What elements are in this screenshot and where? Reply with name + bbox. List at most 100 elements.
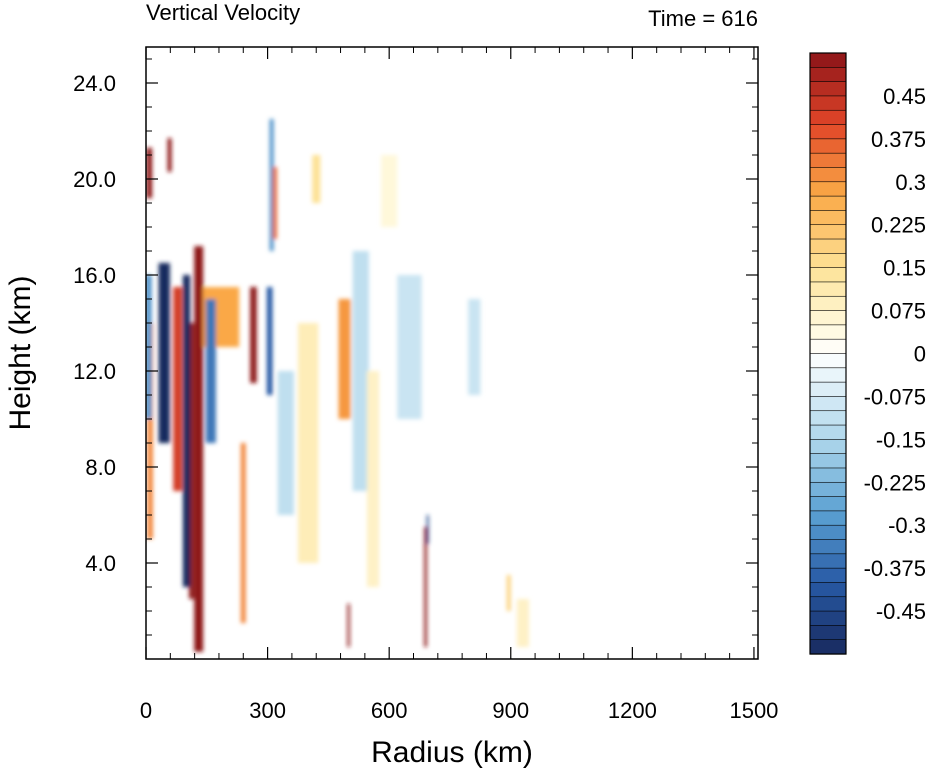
colorbar-swatch bbox=[809, 367, 847, 383]
colorbar-swatch bbox=[809, 610, 847, 626]
heatmap-cell bbox=[352, 251, 369, 491]
colorbar-swatch bbox=[809, 267, 847, 283]
x-tick-label: 1200 bbox=[608, 698, 657, 723]
x-tick-label: 900 bbox=[492, 698, 529, 723]
minor-ticks bbox=[146, 47, 758, 659]
y-tick-label: 12.0 bbox=[73, 359, 116, 384]
heatmap-cell bbox=[277, 371, 294, 515]
heatmap-cell bbox=[338, 299, 351, 419]
colorbar-swatch bbox=[809, 625, 847, 641]
colorbar-frame bbox=[809, 52, 847, 655]
colorbar-swatch bbox=[809, 295, 847, 312]
colorbar-label: -0.075 bbox=[864, 384, 926, 409]
x-axis: 0 300 600 900 1200 1500 bbox=[140, 47, 778, 723]
colorbar-swatch bbox=[809, 410, 847, 426]
colorbar: 0.45 0.375 0.3 0.225 0.15 0.075 0 -0.075 -0.15 -0… bbox=[809, 52, 926, 655]
colorbar-swatch bbox=[809, 253, 847, 269]
heatmap-cell bbox=[381, 155, 398, 227]
colorbar-swatch bbox=[809, 52, 847, 68]
heatmap-cell bbox=[426, 515, 429, 544]
colorbar-label: -0.15 bbox=[876, 427, 926, 452]
colorbar-swatch bbox=[809, 396, 847, 412]
y-axis: 4.0 8.0 12.0 16.0 20.0 24.0 bbox=[73, 71, 758, 576]
heatmap-cell bbox=[146, 147, 153, 199]
colorbar-swatch bbox=[809, 582, 847, 598]
x-tick-label: 300 bbox=[249, 698, 286, 723]
heatmap-cell bbox=[189, 323, 194, 599]
colorbar-swatch bbox=[809, 67, 847, 83]
colorbar-swatch bbox=[809, 210, 847, 226]
colorbar-label: 0.225 bbox=[871, 213, 926, 238]
colorbar-swatch bbox=[809, 324, 847, 340]
x-tick-label: 600 bbox=[371, 698, 408, 723]
y-tick-label: 8.0 bbox=[85, 455, 116, 480]
colorbar-swatch bbox=[809, 224, 847, 240]
heatmap-cell bbox=[468, 299, 481, 395]
colorbar-label: 0.375 bbox=[871, 127, 926, 152]
colorbar-swatch bbox=[809, 109, 847, 126]
colorbar-swatch bbox=[809, 510, 847, 526]
colorbar-swatch bbox=[809, 238, 847, 254]
colorbar-swatch bbox=[809, 553, 847, 569]
colorbar-swatch bbox=[809, 381, 847, 398]
x-tick-label: 1500 bbox=[729, 698, 778, 723]
heatmap-plot bbox=[145, 46, 759, 660]
heatmap-cell bbox=[240, 443, 246, 623]
heatmap-cells bbox=[146, 119, 529, 652]
heatmap-cell bbox=[266, 287, 273, 395]
heatmap-cell bbox=[424, 527, 427, 647]
colorbar-swatch bbox=[809, 539, 847, 555]
heatmap-cell bbox=[269, 119, 274, 251]
colorbar-swatch bbox=[809, 596, 847, 612]
colorbar-swatch bbox=[809, 424, 847, 440]
colorbar-swatch bbox=[809, 639, 847, 655]
colorbar-swatch bbox=[809, 338, 847, 355]
colorbar-swatch bbox=[809, 167, 847, 183]
colorbar-swatch bbox=[809, 467, 847, 483]
heatmap-cell bbox=[182, 275, 191, 587]
x-tick-label: 0 bbox=[140, 698, 152, 723]
colorbar-label: 0.15 bbox=[883, 256, 926, 281]
y-axis-label: Height (km) bbox=[4, 275, 37, 430]
colorbar-swatch bbox=[809, 524, 847, 541]
colorbar-swatch bbox=[809, 81, 847, 97]
chart-time-label: Time = 616 bbox=[648, 6, 758, 31]
colorbar-swatch bbox=[809, 353, 847, 369]
colorbar-swatch bbox=[809, 124, 847, 140]
plot-background bbox=[146, 47, 758, 659]
heatmap-cell bbox=[205, 299, 216, 443]
colorbar-swatch bbox=[809, 195, 847, 212]
colorbar-swatch bbox=[809, 567, 847, 584]
colorbar-swatch bbox=[809, 138, 847, 154]
heatmap-cell bbox=[250, 287, 257, 383]
heatmap-cell bbox=[272, 167, 277, 239]
y-tick-label: 20.0 bbox=[73, 167, 116, 192]
heatmap-cell bbox=[506, 575, 511, 611]
heatmap-cell bbox=[366, 371, 380, 587]
chart-title: Vertical Velocity bbox=[146, 0, 300, 25]
heatmap-cell bbox=[397, 275, 422, 419]
colorbar-label: 0.45 bbox=[883, 84, 926, 109]
colorbar-swatch bbox=[809, 496, 847, 512]
heatmap-cell bbox=[147, 323, 153, 539]
colorbar-swatch bbox=[809, 152, 847, 169]
heatmap-cell bbox=[516, 599, 529, 647]
heatmap-cell bbox=[194, 246, 204, 652]
colorbar-label: -0.45 bbox=[876, 599, 926, 624]
heatmap-cell bbox=[173, 287, 183, 491]
heatmap-cell bbox=[158, 263, 170, 443]
x-axis-label: Radius (km) bbox=[371, 736, 533, 769]
colorbar-label: -0.375 bbox=[864, 556, 926, 581]
colorbar-label: -0.3 bbox=[888, 513, 926, 538]
heatmap-cell bbox=[312, 155, 321, 203]
heatmap-cell bbox=[298, 323, 319, 563]
colorbar-label: 0.3 bbox=[895, 170, 926, 195]
colorbar-swatch bbox=[809, 481, 847, 498]
plot-frame bbox=[145, 46, 759, 660]
colorbar-swatch bbox=[809, 95, 847, 111]
colorbar-swatch bbox=[809, 281, 847, 297]
colorbar-swatch bbox=[809, 181, 847, 197]
colorbar-label: 0 bbox=[914, 342, 926, 367]
heatmap-cell bbox=[167, 138, 172, 172]
